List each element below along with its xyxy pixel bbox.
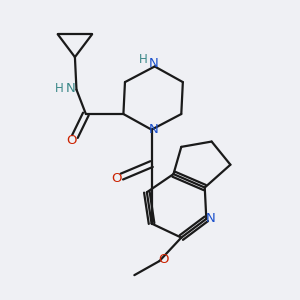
Text: O: O: [158, 253, 168, 266]
Text: N: N: [148, 123, 158, 136]
Text: H: H: [55, 82, 64, 94]
Text: N: N: [66, 82, 76, 94]
Text: N: N: [206, 212, 216, 225]
Text: H: H: [138, 53, 147, 66]
Text: O: O: [111, 172, 122, 185]
Text: N: N: [148, 58, 158, 70]
Text: O: O: [66, 134, 76, 147]
